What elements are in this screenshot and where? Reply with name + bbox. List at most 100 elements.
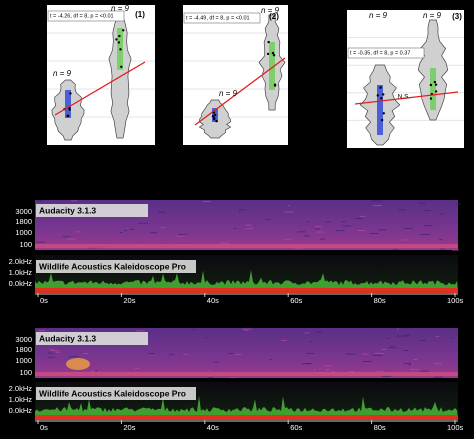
noise (62, 236, 70, 238)
label-box (36, 387, 196, 400)
noise (135, 330, 146, 332)
noise (36, 200, 43, 202)
noise (392, 249, 399, 251)
hotspot (66, 358, 90, 370)
x-tick-label: 80s (374, 423, 386, 432)
noise (455, 203, 461, 205)
noise (341, 221, 346, 222)
x-tick-label: 100s (447, 296, 464, 305)
noise (439, 213, 444, 215)
noise (47, 356, 56, 358)
noise (390, 345, 394, 347)
noise (418, 202, 426, 204)
x-tick-label: 60s (290, 296, 302, 305)
noise (301, 363, 309, 365)
regression-line (54, 61, 146, 116)
point (433, 80, 437, 84)
noise (208, 370, 212, 372)
noise (37, 330, 46, 331)
x-tick-label: 80s (374, 296, 386, 305)
x-tick-label: 60s (290, 423, 302, 432)
noise (287, 205, 291, 206)
noise (297, 231, 306, 233)
noise (324, 369, 330, 371)
noise (245, 224, 252, 226)
noise (316, 331, 322, 333)
noise (228, 352, 234, 354)
noise (314, 228, 320, 230)
x-tick-label: 20s (123, 423, 135, 432)
noise (69, 356, 79, 358)
noise (404, 334, 411, 336)
point (115, 38, 118, 41)
noise (284, 211, 294, 213)
noise (376, 370, 384, 372)
y-tick-label: 1000 (15, 228, 32, 237)
y-tick-label: 1.0kHz (9, 395, 33, 404)
point (380, 118, 384, 122)
noise (294, 248, 303, 250)
noise (304, 332, 310, 334)
noise (381, 349, 387, 350)
n-label: n = 9 (423, 11, 442, 20)
noise (134, 368, 139, 369)
noise (439, 239, 443, 241)
noise (409, 368, 420, 370)
noise (348, 371, 354, 373)
point (215, 119, 218, 123)
noise (306, 221, 310, 223)
noise (66, 238, 76, 240)
noise (242, 328, 252, 330)
noise (419, 234, 430, 235)
noise (382, 375, 392, 377)
point (429, 97, 433, 100)
noise (423, 225, 433, 226)
noise (161, 227, 166, 228)
noise (265, 219, 272, 221)
stats-box (183, 12, 261, 24)
noise (193, 329, 196, 331)
point (272, 54, 276, 57)
noise (374, 352, 385, 354)
noise (306, 353, 315, 354)
panel-label: (2) (269, 12, 279, 21)
box (269, 42, 275, 90)
noise (361, 353, 369, 355)
noise (325, 221, 331, 223)
x-tick-label: 20s (123, 296, 135, 305)
noise (229, 377, 237, 379)
y-tick-label: 2.0kHz (9, 384, 33, 393)
point (120, 65, 123, 69)
noise (303, 235, 310, 237)
point (213, 113, 217, 117)
note: N.S. (398, 94, 411, 101)
noise (123, 230, 128, 231)
low-band (35, 244, 458, 248)
audacity-label: Audacity 3.1.3 (39, 333, 96, 343)
noise (359, 215, 366, 217)
noise (401, 239, 410, 241)
low-band (35, 372, 458, 376)
point (122, 29, 125, 32)
noise (130, 229, 135, 230)
point (376, 94, 379, 97)
noise (372, 205, 383, 207)
noise (342, 225, 351, 227)
noise (183, 353, 189, 355)
noise (372, 354, 382, 356)
noise (387, 338, 390, 340)
noise (331, 371, 335, 373)
noise (396, 335, 407, 337)
y-tick-label: 100 (19, 368, 32, 377)
point (273, 84, 277, 87)
n-label: n = 9 (53, 69, 72, 78)
noise (398, 209, 406, 211)
point (382, 93, 385, 96)
noise (335, 230, 345, 231)
noise (345, 353, 356, 355)
point (267, 40, 270, 44)
y-tick-label: 100 (19, 240, 32, 249)
noise (158, 211, 166, 213)
kaleidoscope-label: Wildlife Acoustics Kaleidoscope Pro (39, 388, 186, 398)
noise (362, 361, 373, 362)
